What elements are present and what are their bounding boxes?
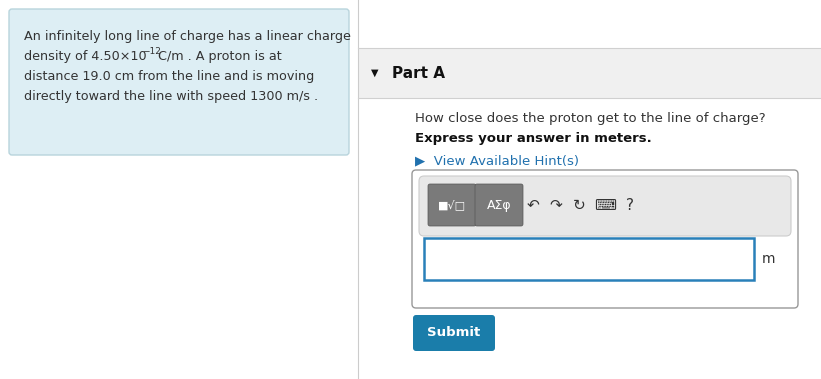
Text: An infinitely long line of charge has a linear charge: An infinitely long line of charge has a … xyxy=(24,30,351,43)
Text: C/m . A proton is at: C/m . A proton is at xyxy=(154,50,282,63)
Text: ?: ? xyxy=(626,197,634,213)
Text: Part A: Part A xyxy=(392,66,445,80)
FancyBboxPatch shape xyxy=(424,238,754,280)
Text: m: m xyxy=(762,252,776,266)
Text: ↷: ↷ xyxy=(549,197,562,213)
Text: distance 19.0 cm from the line and is moving: distance 19.0 cm from the line and is mo… xyxy=(24,70,314,83)
Text: Express your answer in meters.: Express your answer in meters. xyxy=(415,132,652,145)
FancyBboxPatch shape xyxy=(413,315,495,351)
Text: directly toward the line with speed 1300 m/s .: directly toward the line with speed 1300… xyxy=(24,90,318,103)
Text: ↶: ↶ xyxy=(526,197,539,213)
Text: Submit: Submit xyxy=(428,326,480,340)
Text: density of 4.50×10: density of 4.50×10 xyxy=(24,50,147,63)
FancyBboxPatch shape xyxy=(419,176,791,236)
FancyBboxPatch shape xyxy=(412,170,798,308)
Text: ▶  View Available Hint(s): ▶ View Available Hint(s) xyxy=(415,154,579,167)
Text: AΣφ: AΣφ xyxy=(487,199,511,211)
Text: ▼: ▼ xyxy=(371,68,378,78)
Text: ⌨: ⌨ xyxy=(594,197,616,213)
Text: −12: −12 xyxy=(142,47,161,56)
Text: ■√□: ■√□ xyxy=(438,200,466,210)
FancyBboxPatch shape xyxy=(475,184,523,226)
Text: ↻: ↻ xyxy=(572,197,585,213)
FancyBboxPatch shape xyxy=(428,184,476,226)
FancyBboxPatch shape xyxy=(9,9,349,155)
Bar xyxy=(358,48,821,98)
Text: How close does the proton get to the line of charge?: How close does the proton get to the lin… xyxy=(415,112,766,125)
